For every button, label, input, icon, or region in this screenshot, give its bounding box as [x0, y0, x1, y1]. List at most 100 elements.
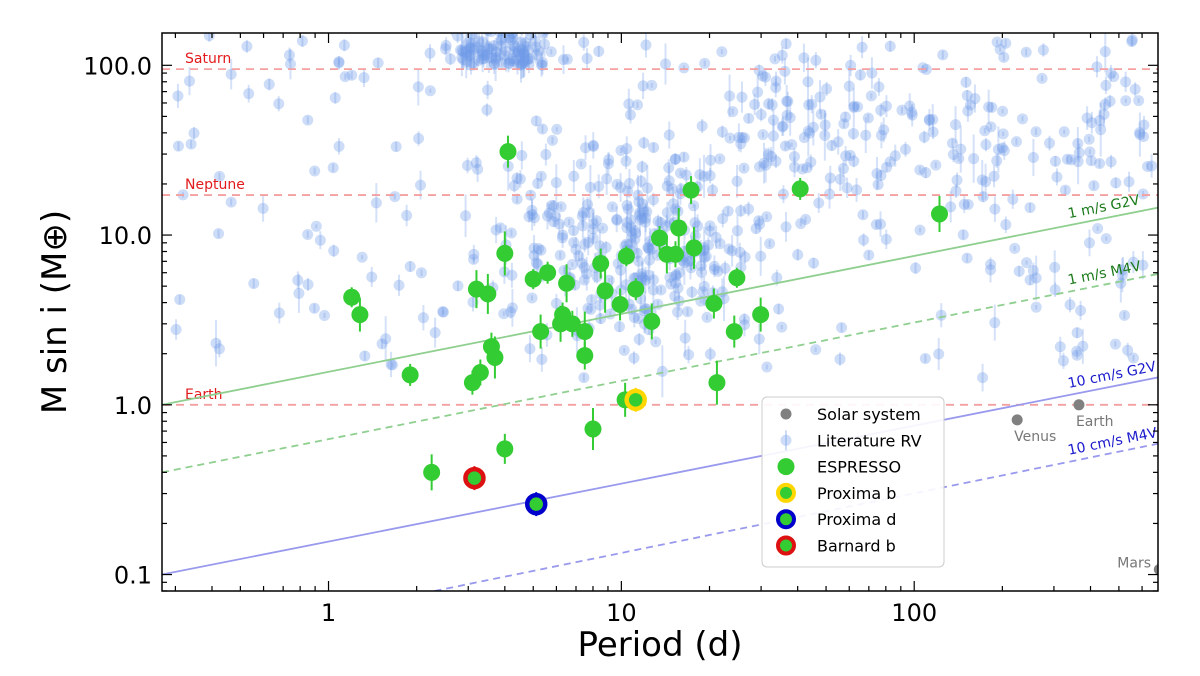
literature-rv-point — [1037, 44, 1049, 56]
espresso-point — [563, 315, 581, 333]
literature-rv-point — [372, 57, 384, 69]
literature-rv-point — [535, 59, 547, 71]
literature-rv-point — [446, 21, 457, 32]
y-tick-label: 1.0 — [114, 392, 152, 420]
literature-rv-point — [962, 105, 974, 117]
literature-rv-point — [621, 217, 633, 229]
literature-rv-point — [578, 261, 590, 273]
literature-rv-point — [587, 223, 599, 235]
literature-rv-point — [991, 36, 1003, 48]
literature-rv-point — [533, 243, 545, 255]
literature-rv-point — [485, 33, 497, 38]
literature-rv-point — [875, 169, 887, 181]
literature-rv-point — [824, 188, 836, 200]
literature-rv-point — [937, 49, 949, 61]
literature-rv-point — [1116, 269, 1128, 281]
literature-rv-point — [508, 40, 520, 52]
literature-rv-point — [519, 21, 530, 32]
literature-rv-point — [840, 150, 852, 162]
literature-rv-point — [615, 145, 627, 157]
literature-rv-point — [488, 59, 500, 71]
literature-rv-point — [1030, 301, 1042, 313]
literature-rv-point — [686, 286, 698, 298]
literature-rv-point — [413, 133, 425, 145]
literature-rv-point — [998, 51, 1010, 63]
literature-rv-point — [577, 220, 589, 232]
literature-rv-point — [503, 57, 515, 69]
literature-rv-point — [810, 344, 822, 356]
literature-rv-point — [611, 178, 623, 190]
literature-rv-point — [858, 234, 870, 246]
literature-rv-point — [622, 203, 634, 215]
literature-rv-point — [642, 242, 654, 254]
espresso-point — [651, 229, 669, 247]
literature-rv-point — [672, 282, 684, 294]
literature-rv-point — [535, 244, 547, 256]
literature-rv-point — [947, 148, 959, 160]
literature-rv-point — [698, 280, 710, 292]
literature-rv-point — [1134, 129, 1146, 141]
literature-rv-point — [701, 311, 713, 323]
literature-rv-point — [214, 170, 226, 182]
literature-rv-point — [597, 222, 609, 234]
literature-rv-point — [753, 64, 765, 76]
literature-rv-point — [512, 54, 524, 66]
literature-rv-point — [758, 157, 770, 169]
literature-rv-point — [661, 207, 673, 219]
literature-rv-point — [834, 173, 846, 185]
y-tick-label: 100.0 — [83, 52, 152, 80]
literature-rv-point — [1104, 95, 1116, 107]
literature-rv-point — [826, 139, 838, 151]
literature-rv-point — [578, 372, 590, 384]
literature-rv-point — [776, 49, 788, 61]
literature-rv-point — [738, 313, 750, 325]
literature-rv-point — [1024, 274, 1036, 286]
literature-rv-point — [476, 21, 487, 32]
literature-rv-point — [670, 277, 682, 289]
espresso-point — [539, 264, 557, 282]
literature-rv-point — [760, 159, 772, 171]
literature-rv-point — [468, 253, 480, 265]
literature-rv-point — [437, 306, 449, 318]
literature-rv-point — [606, 201, 618, 213]
literature-rv-point — [554, 249, 566, 261]
literature-rv-point — [805, 156, 817, 168]
literature-rv-point — [989, 203, 1001, 215]
literature-rv-point — [1138, 119, 1150, 131]
detection-limit-line — [162, 273, 1158, 474]
legend-box — [761, 396, 945, 568]
literature-rv-point — [764, 238, 776, 250]
espresso-point — [576, 323, 594, 341]
literature-rv-point — [750, 223, 762, 235]
literature-rv-point — [810, 54, 822, 66]
literature-rv-point — [1120, 76, 1132, 88]
literature-rv-point — [566, 258, 578, 270]
literature-rv-point — [957, 229, 969, 241]
literature-rv-point — [556, 232, 568, 244]
literature-rv-point — [545, 46, 557, 58]
literature-rv-point — [919, 353, 931, 365]
literature-rv-point — [983, 101, 995, 113]
literature-rv-point — [553, 218, 565, 230]
proxima-d-point — [524, 492, 548, 516]
literature-rv-point — [1027, 265, 1039, 277]
literature-rv-point — [509, 42, 521, 54]
literature-rv-point — [678, 151, 690, 163]
literature-rv-point — [504, 33, 516, 44]
literature-rv-point — [716, 46, 728, 58]
literature-rv-point — [997, 128, 1009, 140]
literature-rv-point — [494, 49, 506, 61]
literature-rv-point — [985, 259, 997, 271]
literature-rv-point — [594, 299, 606, 311]
literature-rv-point — [629, 224, 641, 236]
literature-rv-point — [656, 365, 668, 377]
literature-rv-point — [727, 106, 739, 118]
plot-frame — [161, 32, 1159, 592]
espresso-point — [617, 247, 635, 265]
literature-rv-point — [526, 204, 538, 216]
literature-rv-point — [583, 207, 595, 219]
literature-rv-point — [482, 84, 494, 96]
literature-rv-point — [185, 138, 197, 150]
literature-rv-point — [1137, 259, 1149, 271]
barnard-b-point — [463, 466, 486, 490]
